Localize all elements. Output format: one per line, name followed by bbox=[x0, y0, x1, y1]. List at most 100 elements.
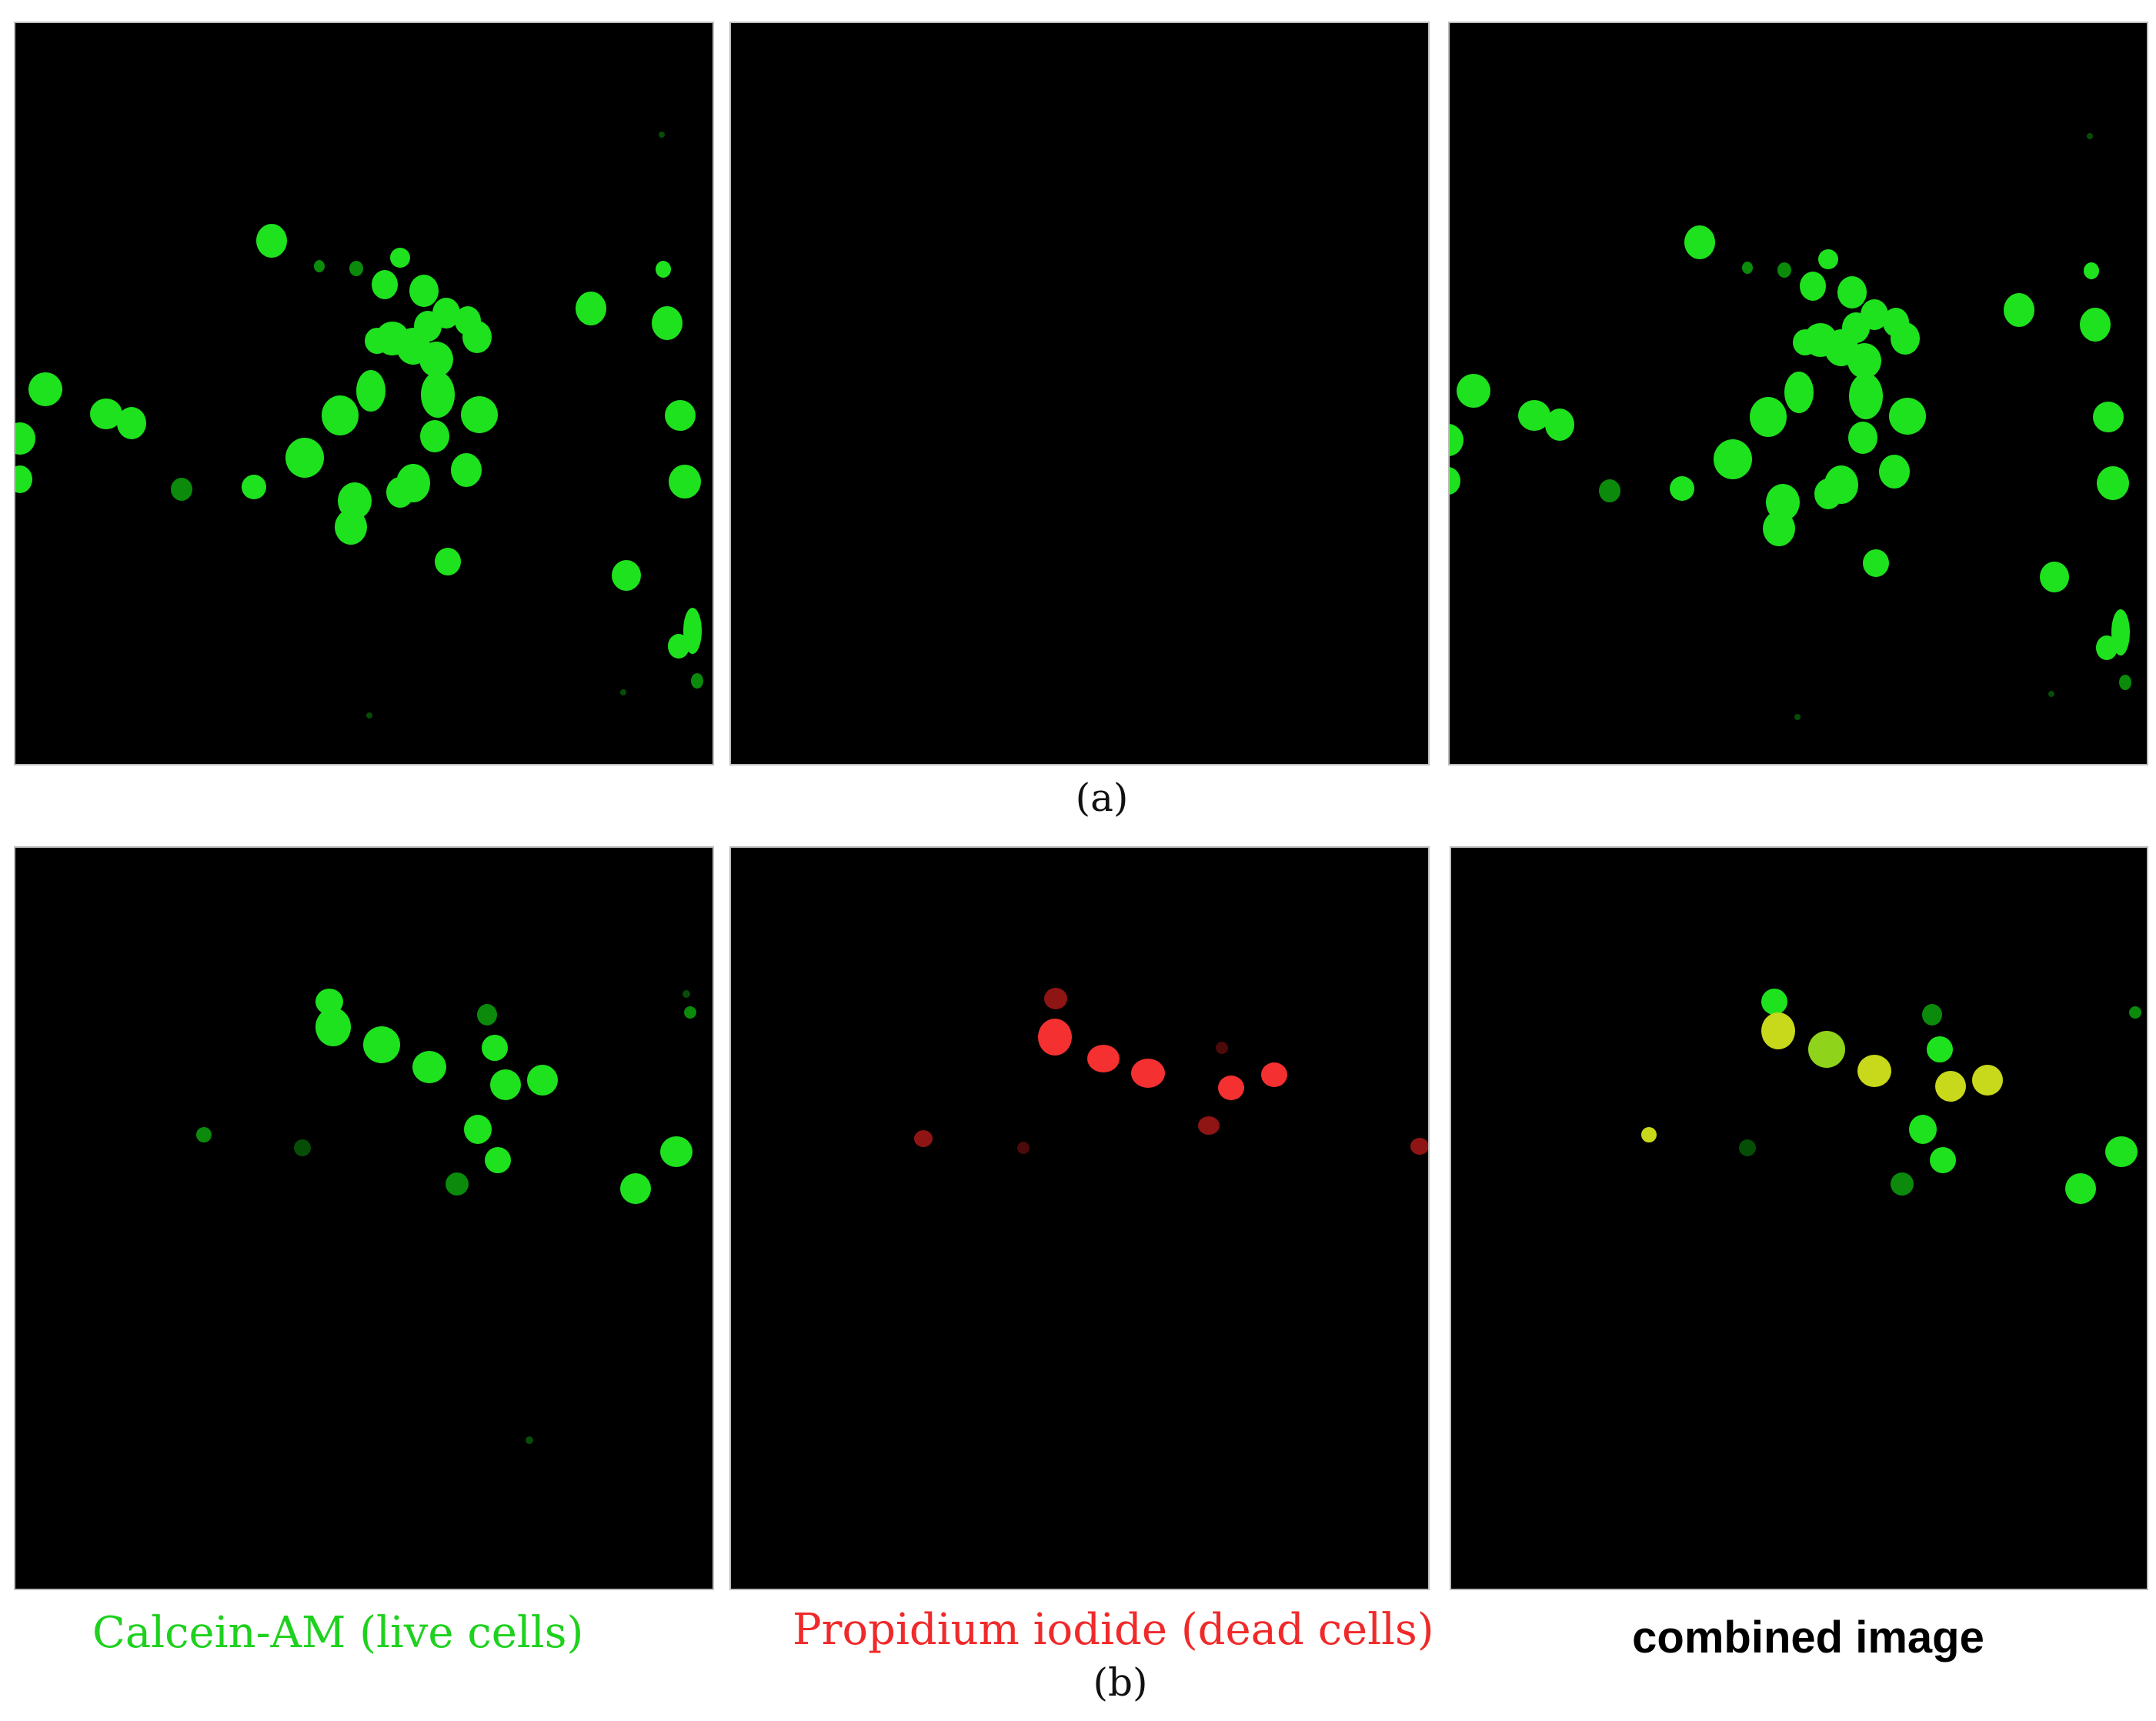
live-b-cell bbox=[315, 1008, 351, 1046]
live-a-cell bbox=[90, 399, 122, 429]
dead-b-cell bbox=[1038, 1019, 1072, 1056]
combined-a-cell bbox=[1849, 373, 1883, 419]
live-a-cell bbox=[390, 248, 410, 268]
combined-a-cell bbox=[1793, 329, 1817, 355]
combined-b-cell bbox=[1930, 1147, 1956, 1173]
caption-combined-image: combined image bbox=[1632, 1613, 1984, 1663]
live-a-cell bbox=[15, 422, 35, 455]
live-a-cell bbox=[462, 321, 492, 353]
live-b-cell bbox=[412, 1051, 446, 1083]
live-a-cell bbox=[435, 548, 461, 575]
combined-b-cell bbox=[1935, 1071, 1966, 1102]
combined-a-cell bbox=[2087, 133, 2093, 139]
live-a-cell bbox=[668, 634, 689, 659]
live-b-cell bbox=[464, 1115, 492, 1144]
live-a-cell bbox=[349, 261, 363, 276]
live-a-cell bbox=[322, 395, 359, 435]
row-label-b: (b) bbox=[1093, 1660, 1148, 1705]
dead-b-cell bbox=[1087, 1045, 1120, 1072]
live-b-cell bbox=[620, 1173, 651, 1204]
combined-b-cell bbox=[1972, 1065, 2003, 1096]
live-a-cell bbox=[335, 509, 367, 545]
live-a-cell bbox=[285, 438, 324, 478]
dead-cells-b bbox=[914, 988, 1428, 1155]
combined-b-cell bbox=[1927, 1036, 1953, 1062]
combined-a-cell bbox=[1714, 439, 1752, 479]
live-a-cell bbox=[409, 275, 439, 307]
combined-a-cell bbox=[2097, 466, 2129, 500]
combined-b-cell bbox=[1761, 1012, 1795, 1049]
row-label-a: (a) bbox=[1075, 775, 1129, 820]
combined-a-cell bbox=[1518, 400, 1550, 431]
live-a-cell bbox=[421, 372, 455, 418]
combined-a-cell bbox=[2040, 562, 2069, 592]
live-a-cell bbox=[669, 465, 701, 499]
live-b-cell bbox=[477, 1004, 497, 1026]
combined-cells-b bbox=[1641, 989, 2141, 1204]
combined-b-cell bbox=[1909, 1115, 1937, 1144]
combined-a-cell bbox=[1889, 398, 1926, 435]
live-a-cell bbox=[171, 478, 192, 501]
live-a-cell bbox=[28, 372, 62, 406]
dead-cells-a bbox=[731, 23, 1428, 764]
panel-b-live bbox=[14, 846, 714, 1590]
live-a-cell bbox=[256, 224, 287, 258]
panel-b-dead bbox=[729, 846, 1430, 1590]
live-b-cell bbox=[482, 1035, 508, 1061]
live-a-cell bbox=[365, 328, 389, 354]
combined-a-cell bbox=[2119, 675, 2131, 690]
live-a-cell bbox=[461, 396, 498, 433]
live-a-cell bbox=[372, 270, 398, 299]
live-a-cell bbox=[665, 400, 696, 431]
live-a-cell bbox=[396, 464, 430, 502]
dead-b-cell bbox=[1216, 1042, 1228, 1054]
dead-b-cell bbox=[1261, 1062, 1287, 1087]
caption-live-cells: Calcein-AM (live cells) bbox=[92, 1608, 584, 1658]
live-a-cell bbox=[420, 420, 449, 452]
combined-b-cell bbox=[1891, 1172, 1914, 1196]
live-cells-a bbox=[15, 132, 703, 719]
dead-b-cell bbox=[1218, 1076, 1244, 1100]
combined-cells-a bbox=[1450, 133, 2131, 720]
combined-a-cell bbox=[1777, 262, 1791, 278]
dead-b-cell bbox=[1044, 988, 1067, 1009]
combined-a-cell bbox=[2084, 262, 2099, 279]
combined-a-cell bbox=[1457, 374, 1490, 408]
combined-b-cell bbox=[2105, 1136, 2138, 1167]
live-a-cell bbox=[612, 560, 641, 591]
live-b-cell bbox=[683, 990, 690, 998]
combined-b-cell bbox=[1808, 1031, 1845, 1068]
combined-b-cell bbox=[1739, 1139, 1756, 1156]
live-b-cell bbox=[527, 1065, 558, 1096]
live-b-cell bbox=[684, 1006, 696, 1019]
live-a-cell bbox=[652, 306, 683, 340]
dead-b-cell bbox=[1131, 1059, 1165, 1088]
live-a-cell bbox=[366, 712, 372, 719]
combined-a-cell bbox=[1450, 424, 1463, 456]
combined-a-cell bbox=[1784, 372, 1814, 413]
live-b-cell bbox=[485, 1147, 511, 1173]
combined-b-cell bbox=[1857, 1055, 1891, 1087]
combined-a-cell bbox=[1599, 479, 1620, 502]
combined-a-cell bbox=[1750, 397, 1787, 437]
combined-a-cell bbox=[1837, 276, 1867, 309]
dead-b-cell bbox=[1410, 1138, 1428, 1155]
live-b-cell bbox=[446, 1172, 469, 1196]
panel-a-combined bbox=[1448, 22, 2148, 765]
combined-a-cell bbox=[1848, 422, 1877, 454]
live-a-cell bbox=[659, 132, 665, 138]
combined-b-cell bbox=[1922, 1004, 1942, 1026]
dead-b-cell bbox=[1198, 1116, 1220, 1135]
live-a-cell bbox=[419, 342, 453, 377]
combined-a-cell bbox=[1450, 467, 1460, 495]
combined-a-cell bbox=[2096, 635, 2118, 660]
combined-a-cell bbox=[1800, 272, 1826, 301]
combined-b-cell bbox=[1761, 989, 1787, 1015]
combined-a-cell bbox=[1847, 343, 1881, 379]
live-a-cell bbox=[691, 673, 703, 689]
live-b-cell bbox=[490, 1069, 521, 1100]
combined-a-cell bbox=[2080, 308, 2111, 342]
live-a-cell bbox=[656, 261, 671, 278]
combined-a-cell bbox=[1891, 322, 1920, 355]
dead-b-cell bbox=[914, 1130, 933, 1147]
